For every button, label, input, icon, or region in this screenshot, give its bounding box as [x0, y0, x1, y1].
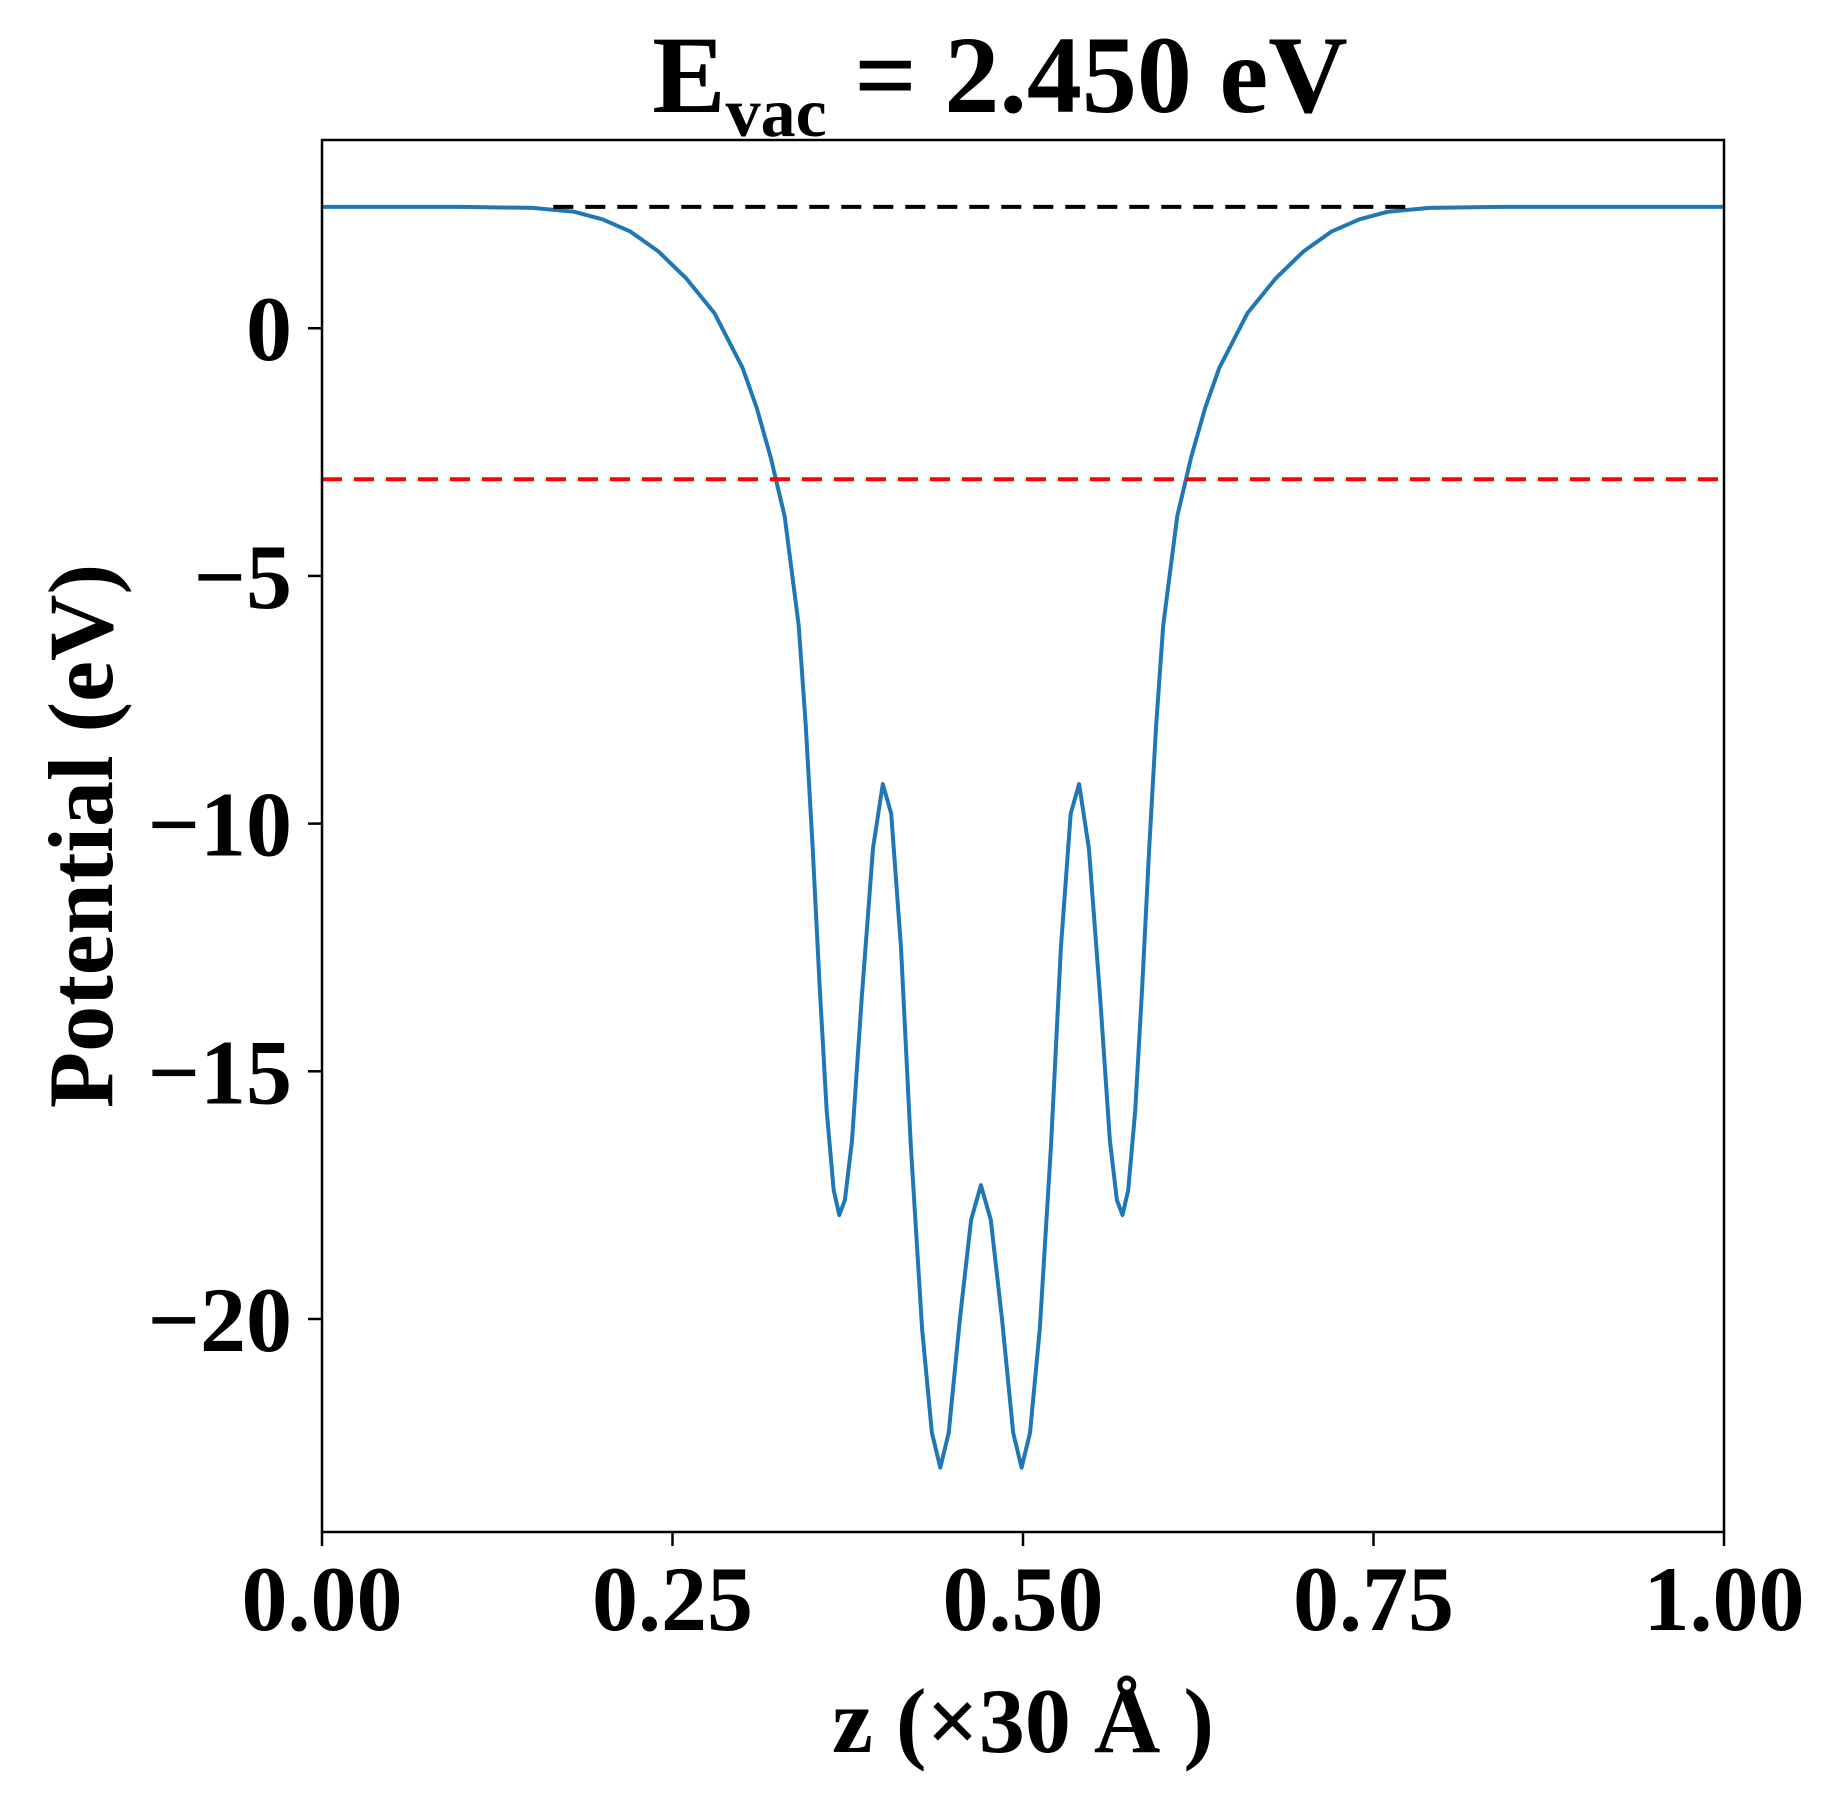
x-tick-label: 0.75 — [1293, 1548, 1454, 1650]
title-main: E — [652, 14, 725, 136]
y-tick-label: −5 — [194, 526, 292, 628]
title-rest: = 2.450 eV — [827, 14, 1348, 136]
y-tick-label: −15 — [148, 1021, 292, 1123]
plot-lines — [322, 204, 1724, 1470]
y-tick-label: −20 — [148, 1269, 292, 1371]
x-axis-label: z (×30 Å ) — [832, 1670, 1214, 1772]
series-line-0 — [322, 204, 1724, 1470]
chart-title: Evac = 2.450 eV — [652, 14, 1347, 152]
x-axis-ticks: 0.00 0.25 0.50 0.75 1.00 — [242, 1532, 1805, 1650]
x-tick-label: 0.25 — [592, 1548, 753, 1650]
y-axis-ticks: 0 −5 −10 −15 −20 — [148, 278, 322, 1371]
y-tick-label: −10 — [148, 774, 292, 876]
y-axis-label: Potential (eV) — [30, 564, 132, 1108]
x-tick-label: 0.50 — [943, 1548, 1104, 1650]
x-tick-label: 0.00 — [242, 1548, 403, 1650]
x-tick-label: 1.00 — [1644, 1548, 1805, 1650]
y-tick-label: 0 — [246, 278, 292, 380]
plot-frame — [320, 138, 1726, 1534]
